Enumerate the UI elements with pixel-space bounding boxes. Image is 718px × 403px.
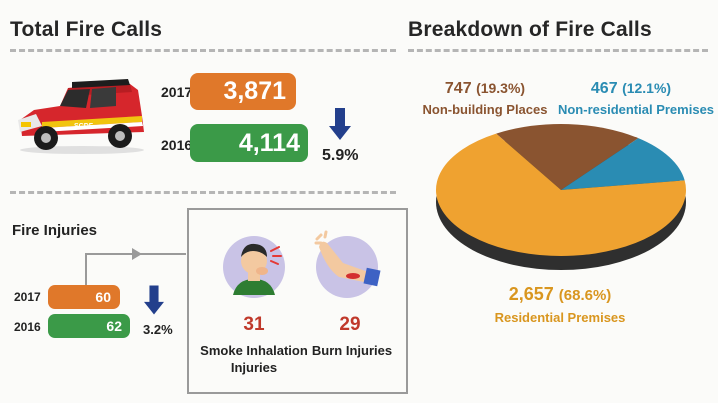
- smoke-inhalation-icon: [223, 236, 285, 298]
- nonresidential-count: 467: [590, 80, 618, 97]
- connector-arrow-icon: [85, 248, 186, 286]
- total-change-percent: 5.9%: [322, 147, 359, 164]
- injuries-2017-year: 2017: [14, 290, 41, 304]
- pie-slice-residential: [436, 133, 686, 256]
- residential-percent: (68.6%): [558, 287, 612, 304]
- injuries-change-percent: 3.2%: [143, 322, 173, 337]
- injuries-2017-value: 60: [48, 285, 120, 309]
- nonbuilding-count: 747: [444, 80, 472, 97]
- smoke-inhalation-label-line2: Injuries: [230, 360, 278, 375]
- total-2017-year: 2017: [161, 84, 193, 100]
- divider: [10, 191, 396, 194]
- residential-label: Residential Premises: [494, 310, 626, 325]
- injury-types-panel: [187, 208, 408, 394]
- nonresidential-label: Non-residential Premises: [557, 102, 715, 117]
- pie-slice-nonbuilding: [496, 124, 639, 190]
- smoke-inhalation-label: Smoke Inhalation: [200, 343, 308, 358]
- burn-injury-icon: [314, 230, 381, 298]
- divider: [408, 49, 708, 52]
- nonbuilding-value-line: 747 (19.3%): [420, 80, 550, 98]
- residential-count: 2,657: [508, 284, 554, 304]
- fire-injuries-title: Fire Injuries: [12, 222, 98, 239]
- smoke-inhalation-count: 31: [243, 314, 265, 335]
- burn-injuries-label: Burn Injuries: [311, 343, 393, 358]
- svg-text:SCDF: SCDF: [74, 123, 94, 130]
- nonbuilding-label: Non-building Places: [422, 102, 548, 117]
- breakdown-title: Breakdown of Fire Calls: [408, 18, 652, 41]
- total-2016-year: 2016: [161, 137, 193, 153]
- down-arrow-icon: [144, 285, 164, 315]
- breakdown-pie-chart: [436, 124, 686, 270]
- pie-slice-nonresidential: [561, 138, 685, 190]
- divider: [10, 49, 396, 52]
- total-2017-value: 3,871: [190, 73, 296, 110]
- fire-truck-icon: SCDF: [18, 79, 144, 154]
- burn-injuries-count: 29: [339, 314, 361, 335]
- total-2016-value: 4,114: [190, 124, 308, 162]
- injuries-2016-value: 62: [48, 314, 130, 338]
- total-fire-calls-title: Total Fire Calls: [10, 18, 163, 41]
- down-arrow-icon: [329, 108, 351, 140]
- nonresidential-value-line: 467 (12.1%): [566, 80, 696, 98]
- nonbuilding-percent: (19.3%): [476, 80, 526, 96]
- injuries-2016-year: 2016: [14, 320, 41, 334]
- residential-value-line: 2,657 (68.6%): [490, 284, 630, 305]
- nonresidential-percent: (12.1%): [622, 80, 672, 96]
